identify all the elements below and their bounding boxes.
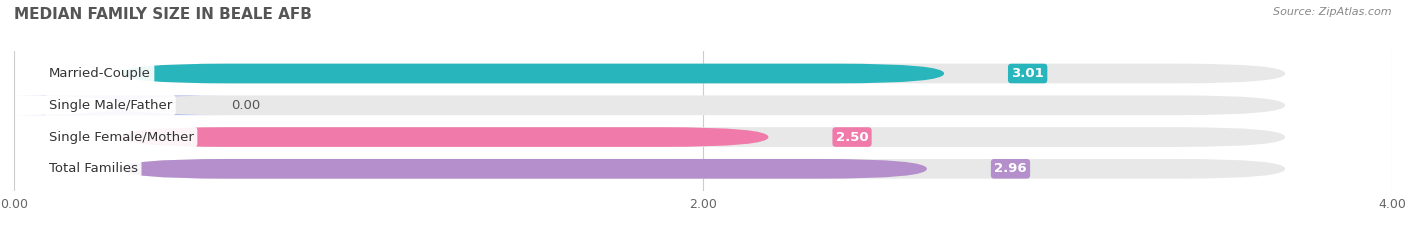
FancyBboxPatch shape (14, 96, 228, 115)
Text: 0.00: 0.00 (231, 99, 260, 112)
Text: 3.01: 3.01 (1011, 67, 1045, 80)
FancyBboxPatch shape (121, 127, 1285, 147)
Text: Married-Couple: Married-Couple (48, 67, 150, 80)
FancyBboxPatch shape (121, 159, 927, 179)
Text: Single Female/Mother: Single Female/Mother (48, 130, 194, 144)
Text: Source: ZipAtlas.com: Source: ZipAtlas.com (1274, 7, 1392, 17)
Text: 2.96: 2.96 (994, 162, 1026, 175)
Text: 2.50: 2.50 (835, 130, 869, 144)
FancyBboxPatch shape (121, 64, 945, 83)
FancyBboxPatch shape (121, 96, 1285, 115)
FancyBboxPatch shape (121, 64, 1285, 83)
Text: Total Families: Total Families (48, 162, 138, 175)
Text: Single Male/Father: Single Male/Father (48, 99, 172, 112)
Text: MEDIAN FAMILY SIZE IN BEALE AFB: MEDIAN FAMILY SIZE IN BEALE AFB (14, 7, 312, 22)
FancyBboxPatch shape (121, 127, 769, 147)
FancyBboxPatch shape (121, 159, 1285, 179)
